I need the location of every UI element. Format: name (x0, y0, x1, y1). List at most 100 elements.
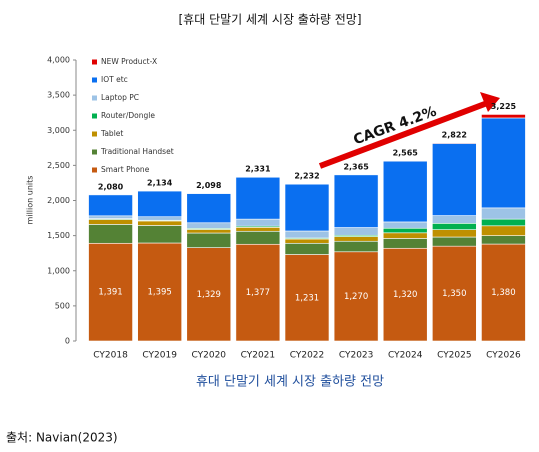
bar-segment (432, 223, 477, 230)
y-tick-label: 3,500 (47, 91, 70, 100)
bar-segment (481, 225, 526, 236)
x-tick-label: CY2022 (290, 351, 325, 361)
segment-label: 1,231 (295, 293, 319, 303)
legend-swatch (92, 77, 97, 83)
bar-segment (88, 219, 133, 225)
legend-label: Smart Phone (101, 165, 150, 174)
total-label: 2,134 (147, 179, 173, 188)
total-label: 2,331 (245, 165, 271, 174)
y-axis-label: million units (26, 176, 35, 225)
bar-segment (333, 236, 379, 242)
legend-swatch (92, 59, 97, 65)
legend-swatch (92, 149, 97, 155)
y-tick-label: 1,500 (47, 231, 70, 240)
total-label: 2,365 (343, 162, 369, 171)
legend-swatch (92, 95, 97, 101)
segment-label: 1,377 (246, 288, 270, 298)
bar-segment (481, 243, 526, 342)
cagr-arrow-head (480, 92, 500, 112)
total-label: 2,565 (393, 148, 419, 157)
bar-segment (382, 221, 428, 229)
legend-label: Router/Dongle (101, 111, 155, 120)
bar-segment (333, 240, 379, 253)
bar-segment (284, 238, 330, 244)
cagr-arrow (318, 99, 492, 169)
x-tick-label: CY2024 (388, 351, 423, 361)
legend-label: Tablet (100, 129, 123, 138)
bar-segment (235, 227, 281, 232)
segment-label: 1,395 (147, 288, 171, 298)
bar-segment (382, 238, 428, 249)
bar-segment (481, 207, 526, 220)
total-label: 3,225 (491, 102, 517, 111)
segment-label: 1,391 (98, 288, 122, 298)
total-label: 2,080 (98, 182, 124, 191)
bar-segment (432, 142, 477, 144)
bar-segment (137, 220, 182, 226)
total-label: 2,232 (294, 172, 319, 181)
segment-label: 1,320 (393, 290, 417, 300)
legend-label: Laptop PC (101, 93, 139, 102)
segment-label: 1,380 (491, 288, 515, 298)
bar-segment (88, 224, 133, 244)
bar-segment (137, 225, 182, 244)
bar-segment (88, 194, 133, 217)
x-tick-label: CY2025 (437, 351, 472, 361)
x-tick-label: CY2021 (241, 351, 276, 361)
caption: 휴대 단말기 세계 시장 출하량 전망 (196, 375, 384, 390)
total-label: 2,098 (196, 181, 222, 190)
bar-segment (137, 190, 182, 218)
legend-swatch (92, 113, 97, 119)
y-tick-label: 0 (65, 337, 70, 346)
bar-segment (382, 227, 428, 234)
y-tick-label: 500 (55, 301, 70, 310)
y-tick-label: 2,500 (47, 161, 70, 170)
bar-segment (88, 242, 133, 342)
total-label: 2,822 (442, 130, 467, 139)
x-tick-label: CY2023 (339, 351, 374, 361)
legend-swatch (92, 167, 97, 173)
segment-label: 1,329 (197, 290, 221, 300)
y-tick-label: 2,000 (47, 196, 70, 205)
legend-swatch (92, 131, 97, 137)
legend-label: Traditional Handset (100, 147, 174, 156)
x-tick-label: CY2020 (192, 351, 227, 361)
source: 출처: Navian(2023) (6, 431, 118, 445)
bar-segment (186, 232, 232, 248)
bar-segment (333, 227, 379, 236)
bar-segment (235, 243, 281, 342)
bar-segment (481, 218, 526, 227)
bar-segment (284, 183, 330, 232)
bar-segment (432, 245, 477, 342)
bar-segment (382, 160, 428, 223)
legend-label: IOT etc (101, 75, 128, 84)
bar-segment (186, 247, 232, 342)
bar-segment (284, 242, 330, 255)
bar-segment (481, 114, 526, 119)
bar-segment (284, 230, 330, 239)
bar-segment (432, 215, 477, 224)
bar-segment (235, 230, 281, 245)
bar-segment (333, 251, 379, 342)
bar-segment (333, 174, 379, 228)
x-tick-label: CY2019 (142, 351, 177, 361)
bar-segment (88, 215, 133, 219)
bar-segment (186, 193, 232, 224)
bar-segment (382, 232, 428, 239)
segment-label: 1,270 (344, 292, 368, 302)
bar-segment (382, 247, 428, 342)
legend-label: NEW Product-X (101, 57, 157, 66)
bar-segment (137, 242, 182, 342)
bar-segment (186, 222, 232, 229)
bar-segment (481, 235, 526, 245)
segment-label: 1,350 (442, 289, 466, 299)
y-tick-label: 4,000 (47, 56, 70, 65)
bar-segment (432, 143, 477, 216)
bar-segment (186, 229, 232, 234)
bar-segment (481, 117, 526, 209)
bar-segment (235, 218, 281, 227)
y-tick-label: 1,000 (47, 266, 70, 275)
y-tick-label: 3,000 (47, 126, 70, 135)
bar-segment (432, 229, 477, 238)
